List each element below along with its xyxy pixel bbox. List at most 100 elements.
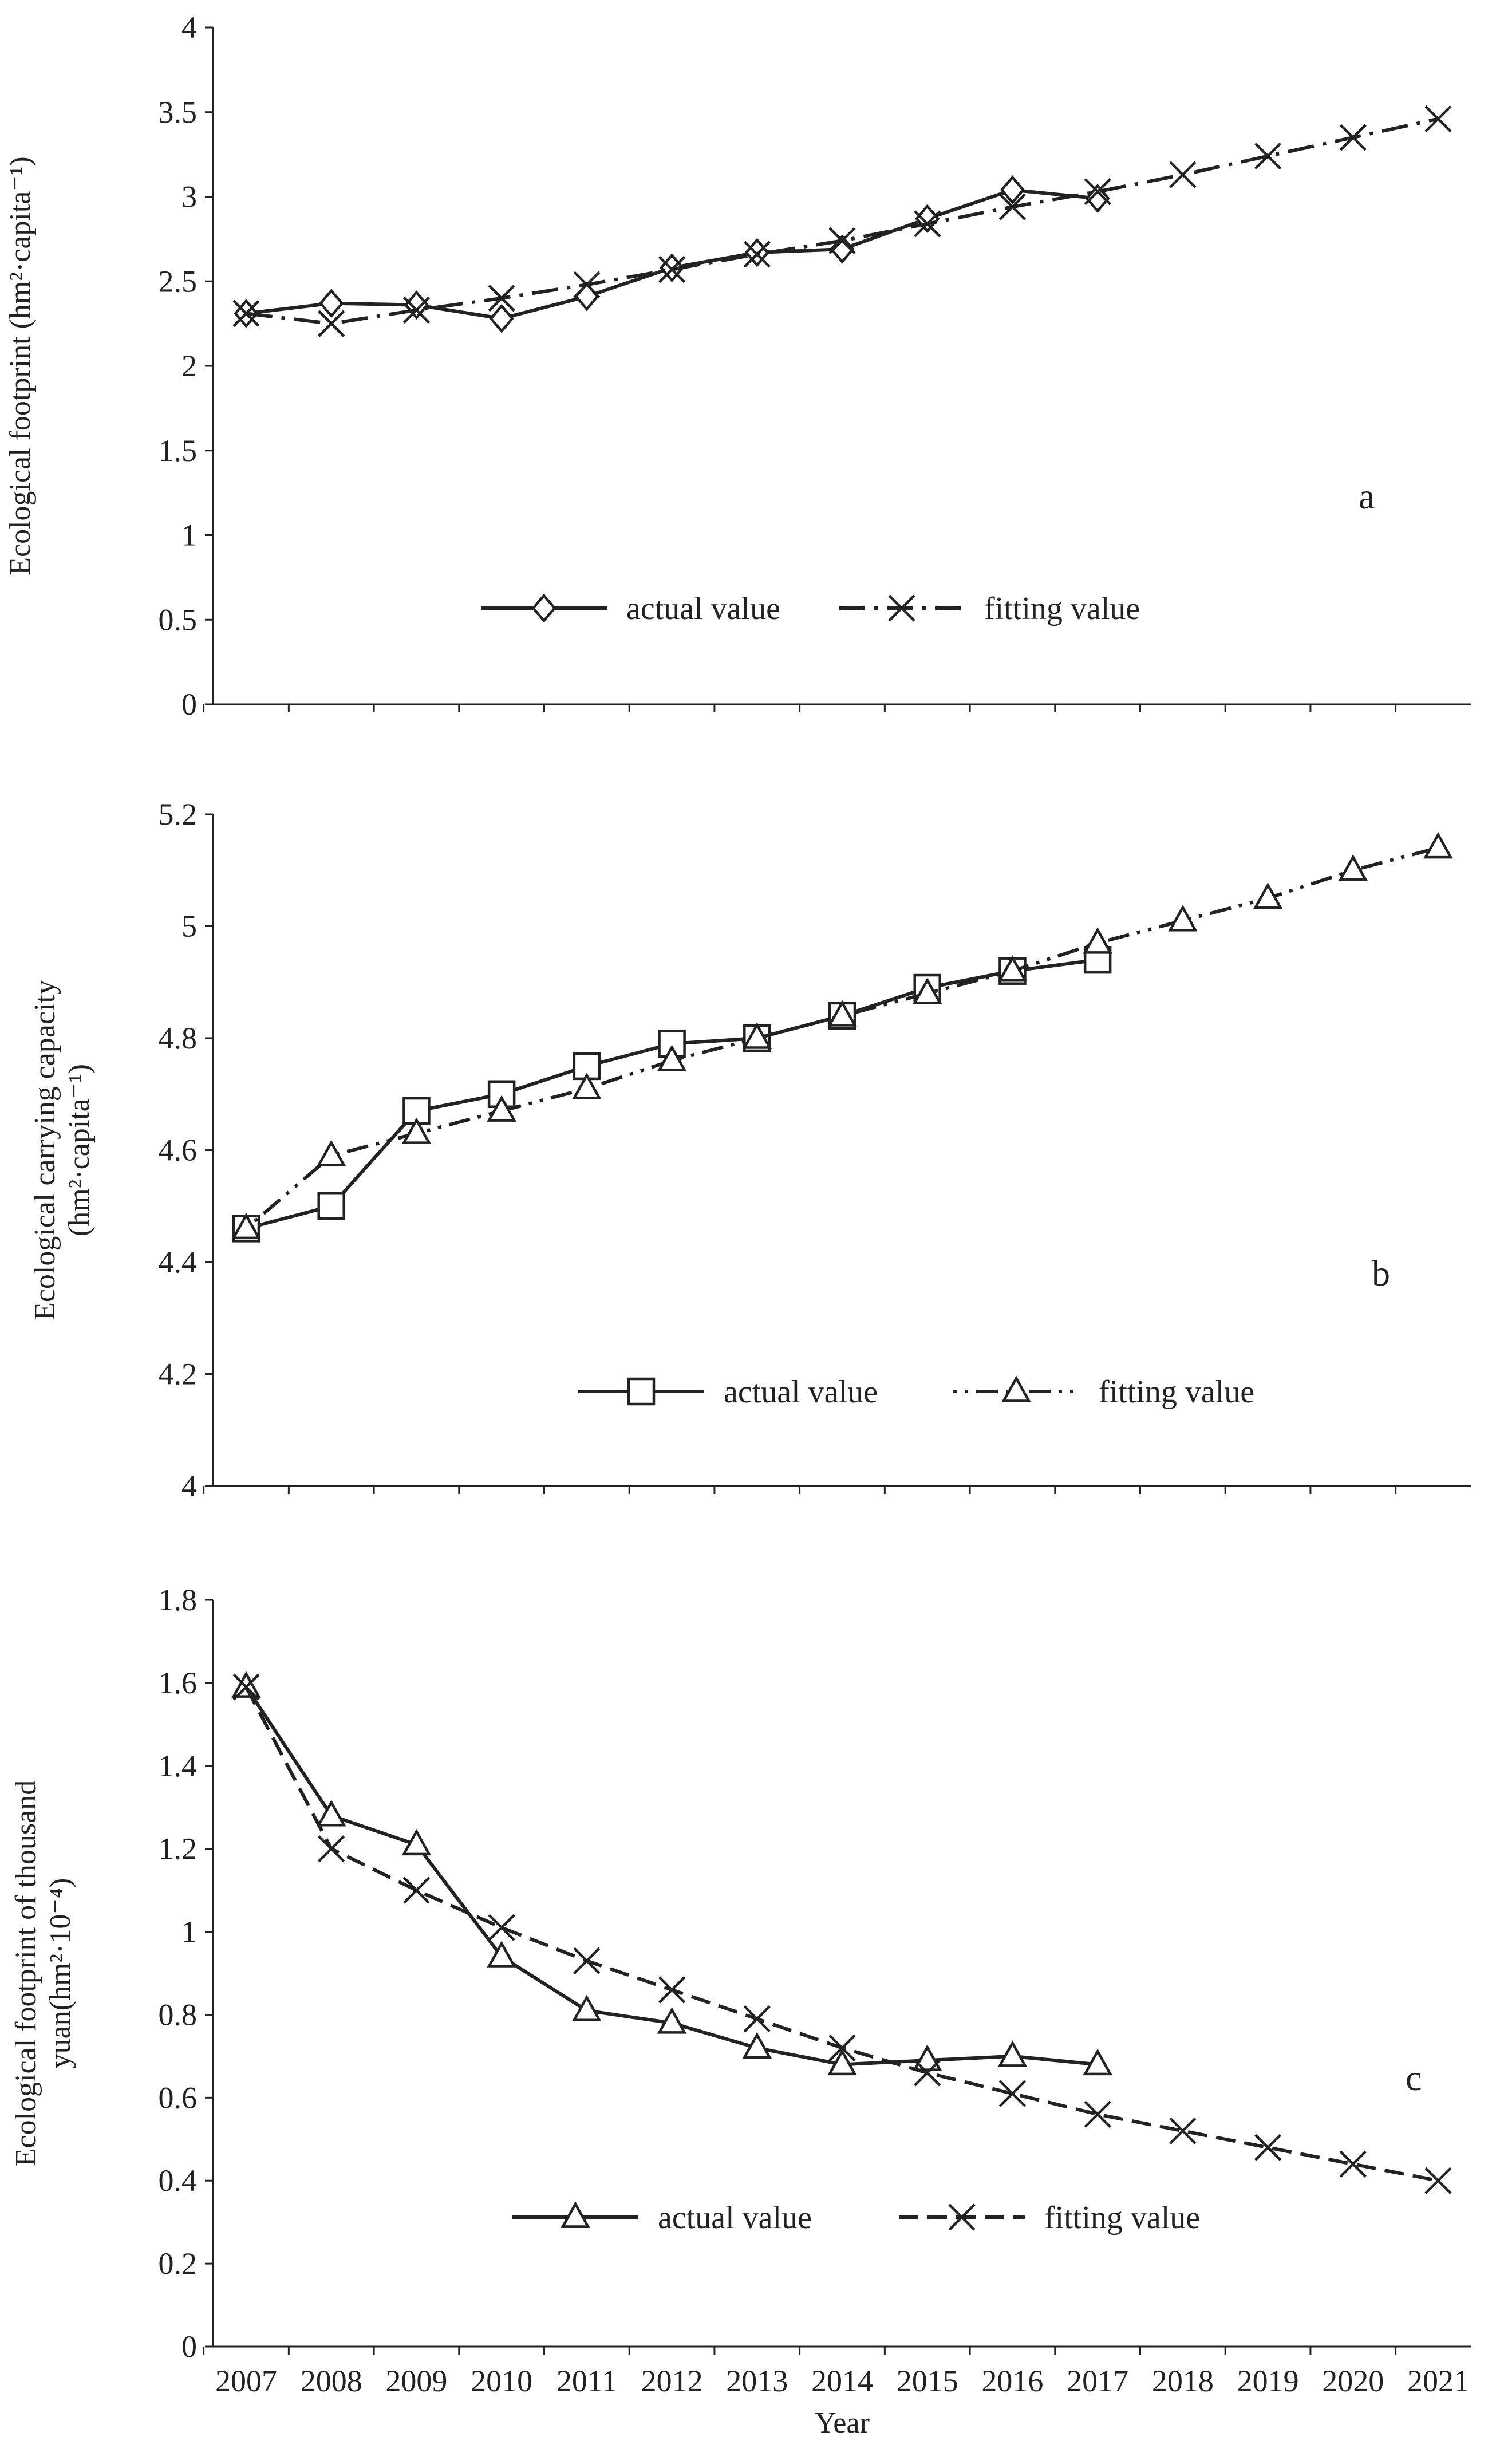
- data-point: [487, 1941, 516, 1968]
- data-point: [1254, 2134, 1282, 2161]
- data-point: [1169, 2117, 1197, 2144]
- panel-label: c: [1406, 2057, 1422, 2098]
- data-point: [743, 241, 771, 268]
- panel-a: 0 0.5 1 1.5 2 2.5 3 3.5 4 Ecological footprint (h…: [4, 10, 1471, 722]
- data-point: [657, 2007, 687, 2034]
- data-point: [742, 1022, 772, 1049]
- legend-marker: [531, 593, 556, 623]
- data-point: [316, 1799, 346, 1827]
- legend-label: fitting value: [1099, 1374, 1254, 1410]
- legend-entry-actual: actual value: [481, 591, 780, 626]
- data-point: [231, 1671, 261, 1698]
- data-point: [572, 1994, 602, 2021]
- y-tick-label: 0.6: [159, 2080, 198, 2115]
- y-tick-label: 1.5: [159, 433, 198, 468]
- legend-marker: [1001, 1375, 1031, 1402]
- x-tick-label: 2014: [811, 2364, 873, 2398]
- data-point: [1084, 178, 1111, 206]
- x-tick-label: 2021: [1407, 2364, 1469, 2398]
- series-fitting: [232, 105, 1452, 337]
- legend-marker: [888, 594, 915, 622]
- data-point: [914, 2059, 941, 2087]
- data-point: [997, 2040, 1028, 2067]
- x-tick-label: 2009: [385, 2364, 447, 2398]
- data-point: [912, 2044, 942, 2071]
- data-point: [402, 296, 431, 324]
- legend-label: actual value: [724, 1374, 878, 1410]
- y-axis-title: Ecological carrying capacity: [29, 980, 61, 1320]
- y-axis-title: yuan(hm²·10⁻⁴): [44, 1878, 77, 2069]
- x-axis-title: Year: [815, 2407, 870, 2439]
- data-point: [1083, 2048, 1112, 2076]
- data-point: [402, 1876, 431, 1904]
- data-point: [318, 1835, 345, 1863]
- data-point: [232, 1673, 260, 1701]
- x-tick-label: 2008: [301, 2364, 362, 2398]
- data-point: [827, 2048, 857, 2076]
- data-point: [1338, 854, 1368, 881]
- data-point: [232, 299, 260, 327]
- data-point: [487, 1095, 516, 1122]
- data-point: [658, 255, 686, 283]
- y-tick-label: 1: [181, 1915, 197, 1949]
- data-point: [1423, 831, 1453, 859]
- series-actual: [234, 175, 1110, 333]
- y-tick-label: 1.2: [159, 1832, 198, 1866]
- data-point: [1083, 927, 1112, 954]
- data-point: [1424, 105, 1452, 133]
- legend-marker: [627, 1377, 656, 1406]
- y-tick-label: 3.5: [159, 95, 198, 129]
- data-point: [658, 1976, 686, 2004]
- legend-label: actual value: [626, 591, 780, 626]
- y-axis-title: (hm²·capita⁻¹): [63, 1064, 96, 1236]
- data-point: [915, 204, 940, 234]
- legend-marker: [948, 2203, 976, 2231]
- series-fitting: [232, 1673, 1452, 2194]
- data-point: [1339, 2150, 1367, 2178]
- data-point: [914, 210, 941, 238]
- y-tick-label: 3: [181, 180, 197, 214]
- data-point: [488, 1914, 515, 1941]
- data-point: [1084, 2100, 1111, 2128]
- data-point: [572, 1073, 602, 1099]
- y-tick-label: 4.8: [159, 1021, 198, 1055]
- data-point: [404, 290, 429, 320]
- data-point: [1000, 175, 1025, 205]
- data-point: [998, 193, 1027, 220]
- series-fitting: [231, 831, 1453, 1240]
- y-axis-title: Ecological footprint of thousand: [10, 1780, 42, 2166]
- y-tick-label: 4.2: [159, 1357, 198, 1391]
- legend-entry-actual: actual value: [512, 2200, 812, 2236]
- data-point: [1424, 2167, 1452, 2194]
- data-point: [401, 1828, 432, 1856]
- data-point: [657, 1044, 687, 1071]
- y-tick-label: 1.6: [159, 1666, 198, 1700]
- data-point: [231, 1212, 261, 1240]
- y-tick-label: 2: [181, 349, 197, 383]
- y-tick-label: 0.5: [159, 602, 198, 637]
- data-point: [401, 1117, 432, 1144]
- x-tick-label: 2007: [215, 2364, 277, 2398]
- y-tick-label: 5.2: [159, 797, 198, 831]
- y-tick-label: 0.8: [159, 1997, 198, 2032]
- x-tick-label: 2015: [897, 2364, 958, 2398]
- legend-entry-fitting: fitting value: [899, 2200, 1200, 2236]
- series-line: [246, 958, 1098, 1231]
- panels: 0 0.5 1 1.5 2 2.5 3 3.5 4 Ecological footprint (h…: [4, 10, 1471, 2439]
- y-tick-label: 4: [181, 1469, 197, 1503]
- y-tick-label: 4.4: [159, 1245, 198, 1279]
- data-point: [1253, 882, 1283, 909]
- data-point: [1339, 124, 1367, 151]
- series-line: [245, 846, 1439, 1230]
- data-point: [574, 282, 599, 312]
- legend-marker: [561, 2201, 590, 2228]
- x-tick-label: 2020: [1322, 2364, 1384, 2398]
- data-point: [827, 1000, 857, 1027]
- data-point: [828, 2034, 856, 2061]
- data-point: [742, 2032, 772, 2059]
- y-axis-title: Ecological footprint (hm²·capita⁻¹): [4, 156, 37, 575]
- data-point: [1169, 161, 1197, 188]
- y-tick-label: 0: [181, 687, 197, 722]
- x-tick-label: 2010: [471, 2364, 532, 2398]
